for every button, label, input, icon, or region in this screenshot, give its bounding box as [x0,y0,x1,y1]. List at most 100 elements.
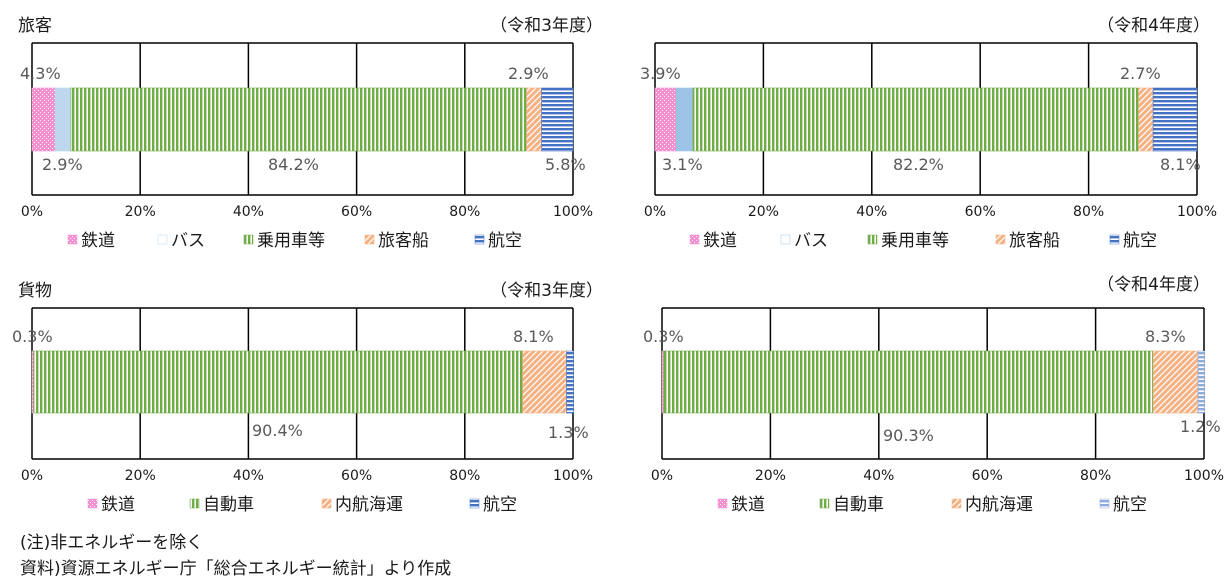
bar-segment-2 [33,350,523,414]
data-label: 90.4% [252,421,303,440]
x-tick-label: 80% [1080,468,1111,484]
data-label: 2.7% [1120,64,1161,83]
data-label: 2.9% [508,64,549,83]
x-tick-label: 100% [553,204,593,220]
legend-label: 航空 [1123,231,1157,251]
legend-label: 内航海運 [965,495,1033,515]
legend-label: 旅客船 [378,231,429,251]
legend-label: 航空 [488,231,522,251]
legend-label: 旅客船 [1009,231,1060,251]
bar-segment-3 [70,87,527,152]
year-label: （令和3年度） [490,16,603,36]
data-label: 2.9% [42,155,83,174]
legend-label: 鉄道 [703,231,737,251]
source-text: 資料)資源エネルギー庁「総合エネルギー統計」より作成 [20,559,452,579]
legend-swatch [67,234,78,245]
legend-label: 航空 [483,495,517,515]
data-label: 5.8% [545,155,586,174]
data-label: 4.3% [20,64,61,83]
legend-label: バス [171,231,205,251]
bar-segment-3 [692,87,1139,152]
legend-swatch [1099,498,1110,509]
legend-label: 鉄道 [731,495,765,515]
legend-label: 鉄道 [101,495,135,515]
legend-swatch [780,234,791,245]
data-label: 82.2% [893,155,944,174]
bar-segment-5 [1152,87,1198,152]
legend-swatch [474,234,485,245]
x-tick-label: 100% [553,468,593,484]
data-label: 0.3% [643,327,684,346]
bar-segment-1 [31,87,56,152]
bar-segment-2 [663,350,1154,414]
x-tick-label: 0% [21,204,43,220]
x-tick-label: 0% [644,204,666,220]
data-label: 8.1% [1160,155,1201,174]
x-tick-label: 20% [748,204,779,220]
legend-swatch [995,234,1006,245]
x-tick-label: 40% [856,204,887,220]
year-label: （令和4年度） [1097,275,1210,295]
legend-label: 乗用車等 [881,231,949,251]
bar-segment-3 [522,350,567,414]
bar-segment-4 [1138,87,1154,152]
legend-label: 乗用車等 [257,231,325,251]
data-label: 0.3% [12,327,53,346]
x-tick-label: 60% [972,468,1003,484]
legend-label: バス [794,231,828,251]
bar-segment-3 [1152,350,1199,414]
chart-title: 貨物 [18,281,52,301]
legend-label: 自動車 [203,495,254,515]
figure-notes: (注)非エネルギーを除く 資料)資源エネルギー庁「総合エネルギー統計」より作成 [20,530,451,582]
x-tick-label: 40% [233,204,264,220]
legend-swatch [87,498,98,509]
bar-segment-4 [566,350,574,414]
bar-segment-1 [654,87,677,152]
data-label: 1.3% [548,423,589,442]
bar-segment-2 [675,87,694,152]
legend-label: 鉄道 [81,231,115,251]
year-label: （令和4年度） [1097,16,1210,36]
x-tick-label: 80% [449,468,480,484]
x-tick-label: 80% [1073,204,1104,220]
x-tick-label: 60% [965,204,996,220]
data-label: 90.3% [883,426,934,445]
data-label: 1.2% [1180,417,1221,436]
bar-segment-4 [526,87,542,152]
x-tick-label: 60% [341,204,372,220]
data-label: 8.1% [513,327,554,346]
x-tick-label: 100% [1184,468,1224,484]
chart-title: 旅客 [18,16,52,36]
bar-segment-5 [541,87,574,152]
legend-swatch [364,234,375,245]
legend-label: 自動車 [833,495,884,515]
legend-swatch [819,498,830,509]
x-tick-label: 80% [449,204,480,220]
legend-swatch [469,498,480,509]
x-tick-label: 20% [125,468,156,484]
x-tick-label: 20% [755,468,786,484]
data-label: 3.1% [662,155,703,174]
legend-swatch [243,234,254,245]
data-label: 84.2% [268,155,319,174]
x-tick-label: 40% [863,468,894,484]
legend-swatch [1109,234,1120,245]
x-tick-label: 0% [21,468,43,484]
legend-label: 内航海運 [335,495,403,515]
legend-swatch [867,234,878,245]
x-tick-label: 40% [233,468,264,484]
legend-swatch [321,498,332,509]
bar-segment-2 [54,87,72,152]
legend-swatch [717,498,728,509]
legend-swatch [951,498,962,509]
x-tick-label: 0% [651,468,673,484]
legend-swatch [189,498,200,509]
data-label: 3.9% [640,64,681,83]
x-tick-label: 100% [1177,204,1217,220]
note-text: (注)非エネルギーを除く [20,533,204,553]
year-label: （令和3年度） [490,281,603,301]
x-tick-label: 20% [125,204,156,220]
data-label: 8.3% [1145,327,1186,346]
legend-label: 航空 [1113,495,1147,515]
